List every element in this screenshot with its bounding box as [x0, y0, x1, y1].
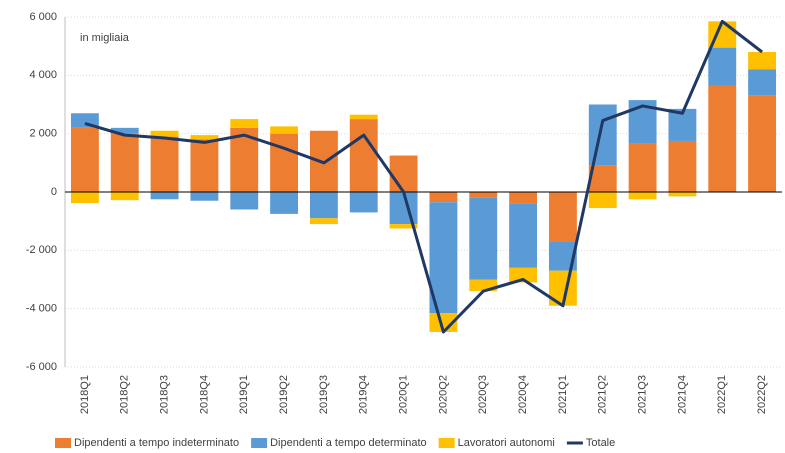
bar: [708, 85, 737, 192]
bar: [708, 47, 737, 86]
bar: [509, 192, 538, 204]
bar: [748, 69, 777, 96]
bar: [509, 203, 538, 268]
bar: [190, 192, 219, 201]
y-tick-label: -4 000: [26, 303, 57, 315]
x-tick-label: 2019Q2: [278, 375, 290, 414]
x-tick-label: 2018Q4: [198, 375, 210, 414]
bar: [150, 192, 179, 200]
x-tick-label: 2020Q2: [437, 375, 449, 414]
x-tick-label: 2022Q1: [716, 375, 728, 414]
bar: [748, 52, 777, 70]
legend-label: Dipendenti a tempo determinato: [270, 437, 427, 449]
bar: [588, 192, 617, 209]
y-tick-label: 4 000: [29, 69, 57, 81]
x-tick-label: 2021Q2: [597, 375, 609, 414]
bar: [389, 155, 418, 192]
bar: [668, 192, 697, 197]
bar: [230, 119, 259, 128]
line: [84, 19, 763, 334]
bar: [389, 224, 418, 229]
bar: [429, 313, 458, 332]
legend-label: Dipendenti a tempo indeterminato: [74, 437, 239, 449]
bar: [469, 279, 498, 292]
x-tick-label: 2019Q3: [318, 375, 330, 414]
bar: [469, 197, 498, 280]
bar: [110, 192, 139, 201]
bar: [230, 192, 259, 210]
bar: [349, 192, 378, 213]
bar: [70, 192, 99, 204]
y-tick-label: 2 000: [29, 128, 57, 140]
bar: [628, 143, 657, 192]
y-tick-label: 0: [51, 186, 57, 198]
bar: [509, 267, 538, 283]
bar: [110, 133, 139, 192]
annotation: in migliaia: [80, 32, 130, 44]
x-tick-label: 2018Q2: [119, 375, 131, 414]
legend-label: Totale: [586, 437, 615, 449]
y-tick-label: 6 000: [29, 11, 57, 23]
x-tick-label: 2018Q3: [158, 375, 170, 414]
bar: [628, 192, 657, 200]
x-tick-label: 2021Q4: [676, 375, 688, 414]
bar: [588, 104, 617, 166]
bar: [309, 218, 338, 225]
x-tick-label: 2021Q3: [636, 375, 648, 414]
legend-swatch: [438, 438, 455, 448]
bar: [309, 192, 338, 219]
bar: [150, 130, 179, 137]
x-tick-label: 2020Q3: [477, 375, 489, 414]
bar: [748, 95, 777, 192]
x-tick-label: 2019Q1: [238, 375, 250, 414]
bar: [469, 192, 498, 198]
bar: [349, 114, 378, 120]
x-tick-label: 2019Q4: [358, 375, 370, 414]
bar: [190, 135, 219, 140]
bar: [150, 136, 179, 192]
bar: [190, 139, 219, 192]
legend-swatch: [251, 438, 268, 448]
y-tick-label: -6 000: [26, 361, 57, 373]
legend-swatch: [55, 438, 71, 448]
x-tick-label: 2018Q1: [79, 375, 91, 414]
y-tick-label: -2 000: [26, 244, 57, 256]
bar: [429, 192, 458, 203]
bar: [110, 127, 139, 134]
bar: [548, 192, 577, 242]
x-tick-label: 2022Q2: [756, 375, 768, 414]
bar: [270, 192, 299, 214]
bar: [270, 126, 299, 134]
bar: [70, 127, 99, 192]
bar: [349, 119, 378, 192]
bar: [668, 140, 697, 192]
x-tick-label: 2020Q1: [397, 375, 409, 414]
x-tick-label: 2020Q4: [517, 375, 529, 414]
legend-label: Lavoratori autonomi: [458, 437, 555, 449]
bar: [270, 133, 299, 192]
x-tick-label: 2021Q1: [557, 375, 569, 414]
